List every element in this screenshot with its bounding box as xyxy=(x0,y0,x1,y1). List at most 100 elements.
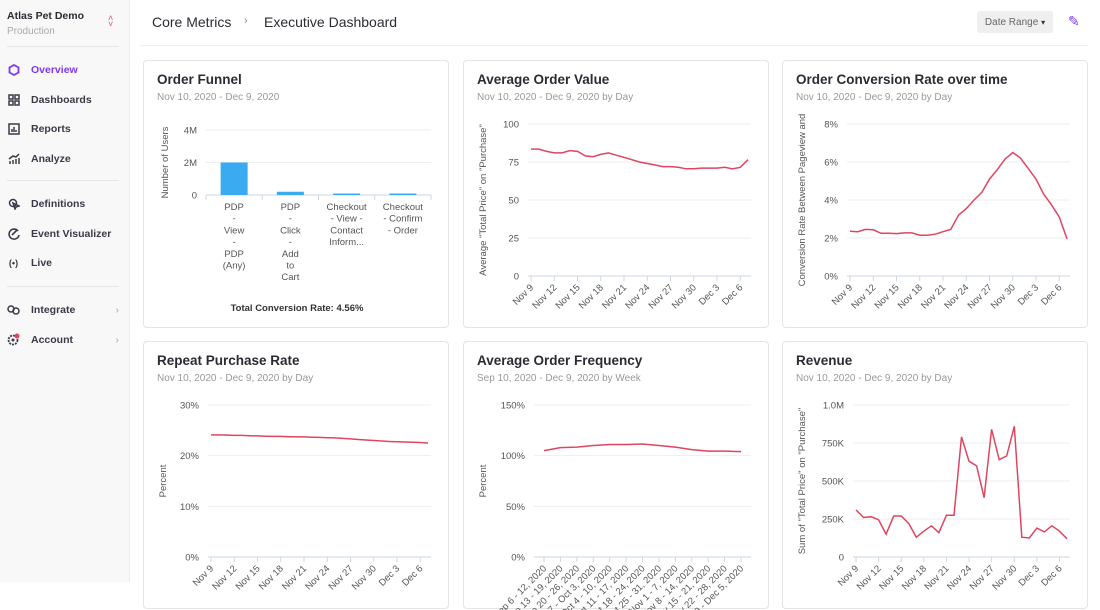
data-point[interactable] xyxy=(1033,524,1041,532)
data-point[interactable] xyxy=(339,434,347,442)
data-point[interactable] xyxy=(721,163,729,171)
data-point[interactable] xyxy=(1001,155,1009,163)
data-point[interactable] xyxy=(674,163,682,171)
data-point[interactable] xyxy=(862,225,870,233)
data-point[interactable] xyxy=(1024,165,1032,173)
data-point[interactable] xyxy=(947,225,955,233)
sidebar-item-overview[interactable]: Overview xyxy=(7,63,119,76)
data-point[interactable] xyxy=(846,227,854,235)
data-point[interactable] xyxy=(246,432,254,440)
data-point[interactable] xyxy=(860,513,868,521)
data-point[interactable] xyxy=(606,441,614,449)
data-point[interactable] xyxy=(393,438,401,446)
data-point[interactable] xyxy=(958,433,966,441)
data-point[interactable] xyxy=(729,165,737,173)
data-point[interactable] xyxy=(978,188,986,196)
data-point[interactable] xyxy=(622,441,630,449)
data-point[interactable] xyxy=(897,512,905,520)
data-point[interactable] xyxy=(900,229,908,237)
data-point[interactable] xyxy=(736,163,744,171)
data-point[interactable] xyxy=(354,435,362,443)
data-point[interactable] xyxy=(556,444,564,452)
data-point[interactable] xyxy=(230,431,238,439)
data-point[interactable] xyxy=(254,432,262,440)
breadcrumb-core-metrics[interactable]: Core Metrics xyxy=(152,14,232,30)
data-point[interactable] xyxy=(1010,422,1018,430)
data-point[interactable] xyxy=(292,433,300,441)
sidebar-item-event-visualizer[interactable]: Event Visualizer xyxy=(7,227,119,240)
data-point[interactable] xyxy=(986,175,994,183)
data-point[interactable] xyxy=(705,164,713,172)
data-point[interactable] xyxy=(854,228,862,236)
data-point[interactable] xyxy=(970,196,978,204)
data-point[interactable] xyxy=(636,158,644,166)
data-point[interactable] xyxy=(1055,527,1063,535)
data-point[interactable] xyxy=(362,436,370,444)
data-point[interactable] xyxy=(912,533,920,541)
data-point[interactable] xyxy=(671,443,679,451)
data-point[interactable] xyxy=(980,494,988,502)
data-point[interactable] xyxy=(550,149,558,157)
data-point[interactable] xyxy=(927,522,935,530)
data-point[interactable] xyxy=(1040,528,1048,536)
data-point[interactable] xyxy=(867,513,875,521)
data-point[interactable] xyxy=(973,462,981,470)
date-range-button[interactable]: Date Range ▾ xyxy=(977,11,1053,33)
data-point[interactable] xyxy=(882,530,890,538)
data-point[interactable] xyxy=(589,442,597,450)
data-point[interactable] xyxy=(995,456,1003,464)
data-point[interactable] xyxy=(698,164,706,172)
data-point[interactable] xyxy=(744,156,752,164)
data-point[interactable] xyxy=(1040,190,1048,198)
data-point[interactable] xyxy=(659,163,667,171)
data-point[interactable] xyxy=(574,147,582,155)
sidebar-item-integrate[interactable]: Integrate › xyxy=(7,303,119,316)
data-point[interactable] xyxy=(370,436,378,444)
funnel-bar[interactable] xyxy=(333,193,361,196)
data-point[interactable] xyxy=(277,432,285,440)
data-point[interactable] xyxy=(924,231,932,239)
data-point[interactable] xyxy=(890,512,898,520)
data-point[interactable] xyxy=(1017,154,1025,162)
data-point[interactable] xyxy=(535,145,543,153)
sidebar-item-live[interactable]: (•) Live xyxy=(7,256,119,269)
funnel-bar[interactable] xyxy=(220,162,248,196)
data-point[interactable] xyxy=(316,433,324,441)
data-point[interactable] xyxy=(424,439,432,447)
data-point[interactable] xyxy=(285,433,293,441)
card-revenue[interactable]: Revenue Nov 10, 2020 - Dec 9, 2020 by Day… xyxy=(782,341,1088,609)
data-point[interactable] xyxy=(385,437,393,445)
data-point[interactable] xyxy=(1003,452,1011,460)
data-point[interactable] xyxy=(378,437,386,445)
funnel-bar[interactable] xyxy=(276,191,304,195)
data-point[interactable] xyxy=(238,431,246,439)
data-point[interactable] xyxy=(347,435,355,443)
sidebar-item-analyze[interactable]: Analyze xyxy=(7,152,119,165)
data-point[interactable] xyxy=(589,153,597,161)
card-average-order-value[interactable]: Average Order Value Nov 10, 2020 - Dec 9,… xyxy=(463,60,769,328)
data-point[interactable] xyxy=(639,440,647,448)
data-point[interactable] xyxy=(931,230,939,238)
data-point[interactable] xyxy=(566,147,574,155)
data-point[interactable] xyxy=(955,211,963,219)
data-point[interactable] xyxy=(1063,235,1071,243)
data-point[interactable] xyxy=(409,438,417,446)
data-point[interactable] xyxy=(573,443,581,451)
data-point[interactable] xyxy=(215,431,223,439)
data-point[interactable] xyxy=(207,431,215,439)
data-point[interactable] xyxy=(688,446,696,454)
data-point[interactable] xyxy=(1025,534,1033,542)
data-point[interactable] xyxy=(269,432,277,440)
data-point[interactable] xyxy=(667,163,675,171)
data-point[interactable] xyxy=(308,433,316,441)
data-point[interactable] xyxy=(620,153,628,161)
chevron-updown-icon[interactable]: ˄ ˅ xyxy=(108,13,114,29)
data-point[interactable] xyxy=(331,434,339,442)
card-order-funnel[interactable]: Order Funnel Nov 10, 2020 - Dec 9, 2020 To… xyxy=(143,60,449,328)
data-point[interactable] xyxy=(223,431,231,439)
data-point[interactable] xyxy=(721,447,729,455)
card-order-conversion-rate[interactable]: Order Conversion Rate over time Nov 10, 2… xyxy=(782,60,1088,328)
sidebar-item-reports[interactable]: Reports xyxy=(7,122,119,135)
data-point[interactable] xyxy=(916,231,924,239)
org-switcher[interactable]: Atlas Pet Demo Production xyxy=(7,10,84,37)
